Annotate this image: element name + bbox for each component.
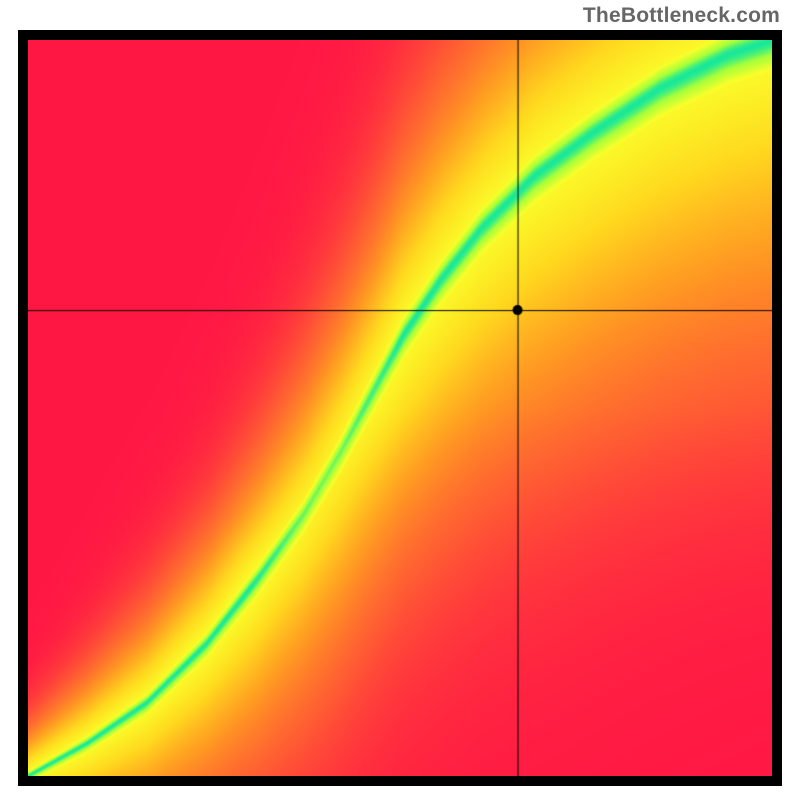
chart-wrapper: TheBottleneck.com [0, 0, 800, 800]
plot-frame [18, 30, 782, 786]
heatmap-canvas [28, 40, 772, 776]
watermark-text: TheBottleneck.com [583, 4, 780, 28]
